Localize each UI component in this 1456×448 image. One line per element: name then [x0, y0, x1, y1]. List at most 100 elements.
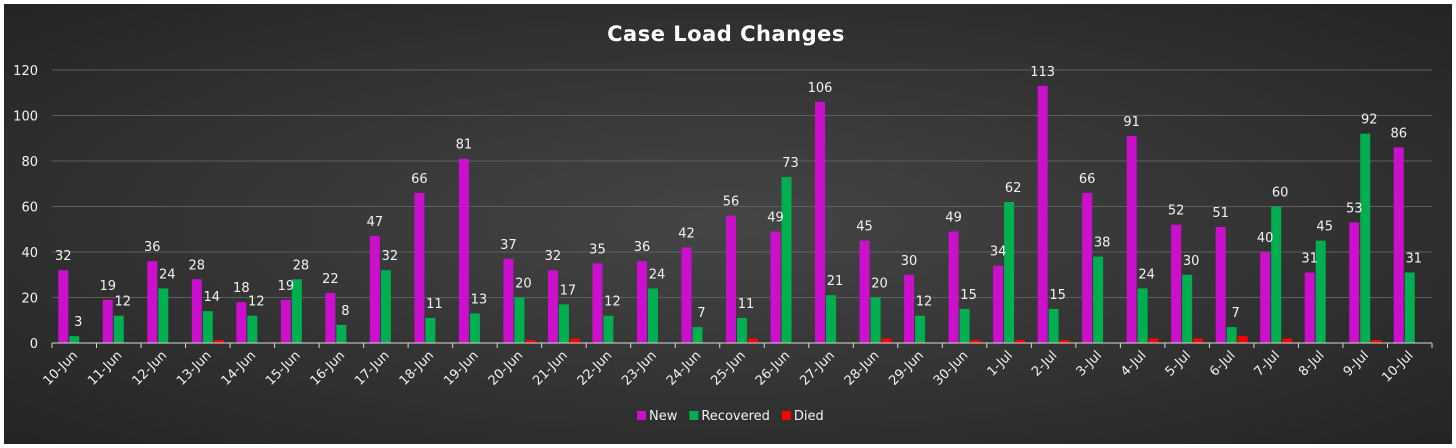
gridlines — [52, 69, 1432, 298]
data-label-new: 32 — [545, 249, 562, 264]
data-label-recovered: 15 — [1049, 288, 1066, 303]
data-label-new: 37 — [500, 238, 517, 253]
bar-recovered — [1048, 308, 1059, 343]
bar-recovered — [202, 311, 213, 343]
data-label-recovered: 13 — [471, 292, 488, 307]
bar-new — [681, 247, 692, 343]
bar-recovered — [247, 315, 258, 343]
data-label-recovered: 7 — [1232, 306, 1240, 321]
bar-recovered — [336, 324, 347, 343]
data-label-recovered: 14 — [204, 290, 221, 305]
data-label-new: 36 — [144, 240, 161, 255]
bar-died — [1059, 340, 1070, 343]
data-label-new: 19 — [278, 279, 295, 294]
data-labels: 3231912362428141812192822847326611811337… — [55, 65, 1422, 330]
bar-new — [815, 101, 826, 343]
bar-new — [770, 231, 781, 343]
y-tick-label: 60 — [21, 201, 38, 216]
data-label-recovered: 20 — [515, 277, 532, 292]
bar-died — [748, 338, 758, 343]
bar-recovered — [647, 288, 658, 343]
bar-new — [369, 236, 380, 343]
bar-died — [1015, 340, 1026, 343]
bar-new — [1171, 224, 1182, 343]
bar-died — [1371, 340, 1382, 343]
bar-new — [102, 299, 113, 343]
data-label-recovered: 12 — [248, 295, 265, 310]
bar-new — [1393, 147, 1404, 343]
data-label-new: 35 — [589, 242, 606, 257]
data-label-new: 52 — [1168, 204, 1185, 219]
data-label-recovered: 7 — [697, 306, 705, 321]
data-label-new: 81 — [456, 138, 473, 153]
bar-recovered — [514, 297, 525, 343]
bar-new — [1260, 252, 1271, 343]
data-label-recovered: 8 — [341, 304, 349, 319]
data-label-recovered: 24 — [649, 267, 666, 282]
bar-recovered — [781, 176, 792, 343]
data-label-new: 36 — [634, 240, 651, 255]
bar-died — [1282, 338, 1293, 343]
data-label-recovered: 45 — [1316, 220, 1333, 235]
bar-new — [993, 265, 1004, 343]
bar-died — [213, 340, 224, 343]
bar-new — [503, 258, 514, 343]
data-label-new: 66 — [1079, 172, 1096, 187]
bar-recovered — [1004, 201, 1015, 343]
data-label-new: 22 — [322, 272, 339, 287]
data-label-new: 66 — [411, 172, 428, 187]
data-label-recovered: 12 — [115, 295, 132, 310]
bar-recovered — [1093, 256, 1104, 343]
bar-recovered — [425, 317, 436, 343]
data-label-new: 31 — [1301, 251, 1318, 266]
bar-recovered — [692, 327, 703, 343]
bar-died — [970, 340, 981, 343]
bar-recovered — [870, 297, 881, 343]
data-label-recovered: 38 — [1094, 236, 1111, 251]
legend-swatch-new — [637, 411, 646, 420]
data-label-new: 56 — [723, 195, 740, 210]
bar-new — [1082, 192, 1093, 343]
bar-new — [948, 231, 959, 343]
bar-recovered — [1315, 240, 1326, 343]
data-label-new: 42 — [678, 226, 695, 241]
data-label-recovered: 24 — [159, 267, 176, 282]
data-label-recovered: 92 — [1361, 113, 1378, 128]
bar-new — [191, 279, 202, 343]
bar-recovered — [469, 313, 480, 343]
bar-recovered — [603, 315, 614, 343]
data-label-new: 53 — [1346, 201, 1363, 216]
data-label-new: 49 — [767, 211, 784, 226]
bar-new — [592, 263, 603, 343]
data-label-new: 18 — [233, 281, 250, 296]
y-tick-label: 20 — [21, 292, 38, 307]
bar-recovered — [380, 270, 391, 343]
bar-recovered — [737, 317, 747, 343]
bar-new — [1215, 226, 1226, 343]
data-label-recovered: 11 — [426, 297, 443, 312]
data-label-recovered: 30 — [1183, 254, 1200, 269]
bar-new — [859, 240, 870, 343]
legend: New Recovered Died — [637, 409, 824, 424]
data-label-new: 19 — [100, 279, 117, 294]
bar-new — [58, 270, 69, 343]
data-label-new: 28 — [189, 258, 206, 273]
bar-recovered — [113, 315, 124, 343]
y-tick-label: 100 — [13, 110, 38, 125]
bar-recovered — [1404, 272, 1415, 343]
bar-new — [147, 261, 158, 343]
bar-recovered — [1226, 327, 1237, 343]
data-label-new: 30 — [901, 254, 918, 269]
bar-recovered — [959, 308, 970, 343]
bar-new — [904, 274, 915, 343]
data-label-recovered: 11 — [738, 297, 755, 312]
bar-recovered — [158, 288, 169, 343]
bar-new — [325, 292, 336, 343]
data-label-new: 106 — [808, 81, 833, 96]
data-label-new: 51 — [1212, 206, 1229, 221]
y-axis-ticks: 0 20 40 60 80 100 120 — [13, 64, 38, 352]
bar-recovered — [826, 295, 837, 343]
data-label-new: 34 — [990, 245, 1007, 260]
legend-label-new: New — [649, 409, 678, 424]
